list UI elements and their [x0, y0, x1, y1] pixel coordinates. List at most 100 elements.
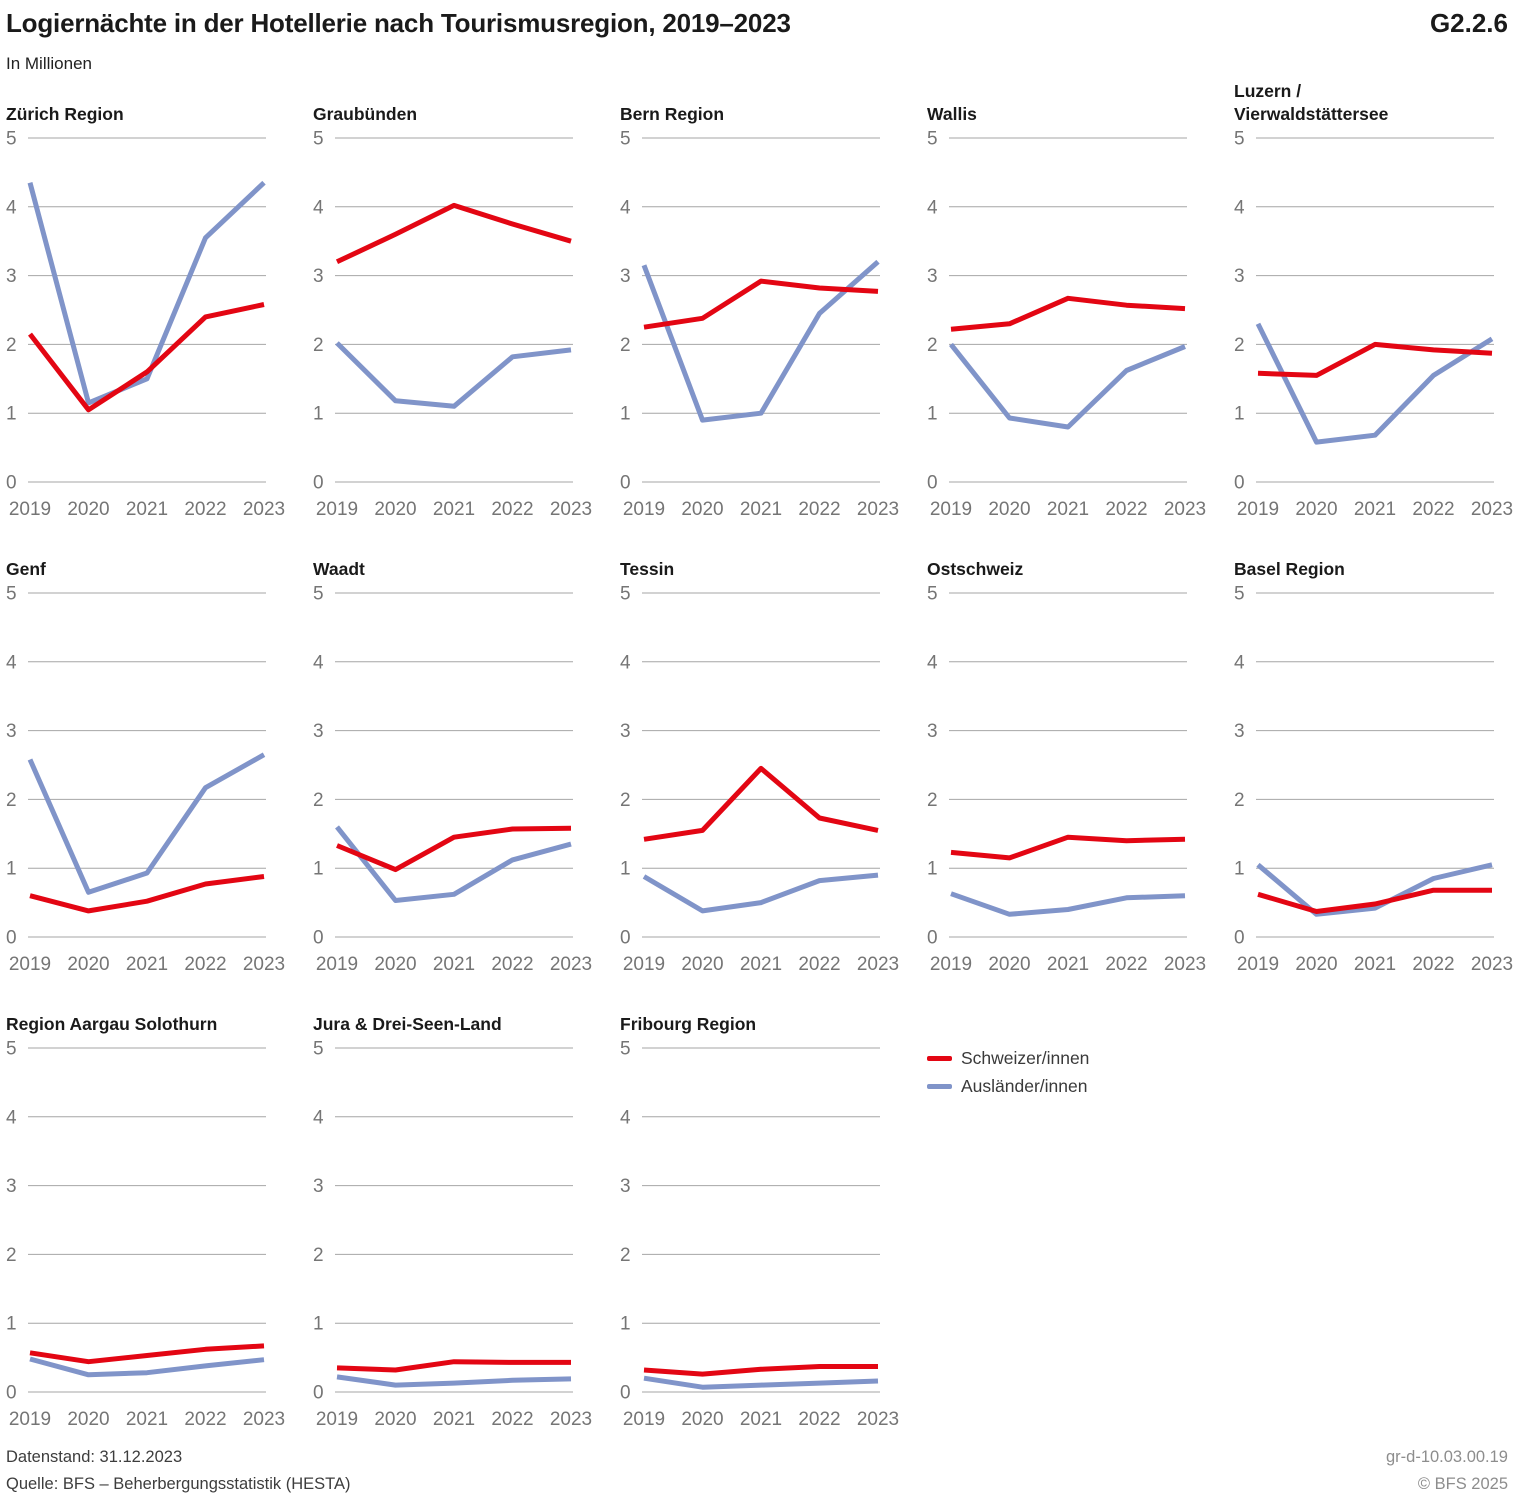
chart-title-box: Wallis [927, 80, 1189, 126]
series-line-schweizer-innen [336, 825, 572, 873]
y-tick-label: 4 [313, 652, 324, 673]
chart-svg-genf: 0 1 2 3 4 5 2019 2020 2021 2022 2023 [6, 584, 285, 976]
x-tick-label: 2023 [1164, 954, 1206, 975]
chart-title-box: Jura & Drei-Seen-Land [313, 990, 575, 1036]
unit-label: In Millionen [6, 54, 92, 73]
y-tick-label: 5 [620, 584, 631, 605]
y-tick-label: 5 [313, 129, 324, 150]
x-tick-label: 2020 [374, 954, 416, 975]
x-tick-label: 2021 [1047, 954, 1089, 975]
legend-label: Schweizer/innen [961, 1048, 1090, 1068]
y-tick-label: 4 [6, 652, 17, 673]
page-header: Logiernächte in der Hotellerie nach Tour… [6, 8, 1508, 38]
chart-title: Bern Region [620, 104, 725, 124]
series-line-ausl-nder-innen [641, 259, 880, 423]
chart-panel-bern-region: Bern Region 0 1 2 3 4 5 2019 2020 2021 2022 2023 [620, 80, 899, 526]
x-tick-label: 2019 [623, 1409, 665, 1430]
chart-svg-waadt: 0 1 2 3 4 5 2019 2020 2021 2022 2023 [313, 584, 592, 976]
chart-svg-graub-nden: 0 1 2 3 4 5 2019 2020 2021 2022 2023 [313, 129, 592, 521]
y-tick-label: 4 [620, 652, 631, 673]
x-tick-label: 2023 [857, 499, 899, 520]
x-tick-label: 2019 [1237, 954, 1279, 975]
chart-title: Jura & Drei-Seen-Land [313, 1014, 502, 1034]
x-tick-label: 2023 [550, 499, 592, 520]
y-tick-label: 0 [620, 928, 631, 949]
footer-left: Datenstand: 31.12.2023 Quelle: BFS – Beh… [6, 1444, 351, 1498]
chart-panel-ostschweiz: Ostschweiz 0 1 2 3 4 5 2019 2020 2021 2022 2023 [927, 535, 1206, 981]
x-tick-label: 2023 [1471, 499, 1513, 520]
chart-svg-basel-region: 0 1 2 3 4 5 2019 2020 2021 2022 2023 [1234, 584, 1513, 976]
legend-swatch-ausl-nder-innen [927, 1084, 952, 1089]
x-tick-label: 2020 [67, 1409, 109, 1430]
series-line-schweizer-innen [643, 765, 879, 842]
legend-swatch-schweizer-innen [927, 1056, 952, 1061]
series-line-ausl-nder-innen [642, 872, 879, 914]
chart-svg-bern-region: 0 1 2 3 4 5 2019 2020 2021 2022 2023 [620, 129, 899, 521]
x-tick-label: 2023 [550, 954, 592, 975]
x-tick-label: 2019 [316, 499, 358, 520]
copyright: © BFS 2025 [1417, 1475, 1508, 1493]
y-tick-label: 1 [313, 404, 324, 425]
y-tick-label: 1 [620, 404, 631, 425]
legend: Schweizer/innen Ausländer/innen [927, 990, 1189, 1436]
legend-item-ausl-nder-innen: Ausländer/innen [927, 1076, 1189, 1097]
x-tick-label: 2019 [1237, 499, 1279, 520]
x-tick-label: 2020 [1295, 499, 1337, 520]
x-tick-label: 2020 [681, 499, 723, 520]
y-tick-label: 3 [313, 721, 324, 742]
x-tick-label: 2022 [798, 1409, 840, 1430]
y-tick-label: 4 [1234, 197, 1245, 218]
y-tick-label: 5 [6, 584, 17, 605]
series-line-schweizer-innen [643, 1364, 878, 1377]
x-tick-label: 2022 [491, 1409, 533, 1430]
series-line-schweizer-innen [335, 202, 572, 265]
chart-svg-ostschweiz: 0 1 2 3 4 5 2019 2020 2021 2022 2023 [927, 584, 1206, 976]
y-tick-label: 1 [313, 1314, 324, 1335]
y-tick-label: 0 [6, 1383, 17, 1404]
y-tick-label: 4 [6, 197, 17, 218]
y-tick-label: 4 [313, 197, 324, 218]
x-tick-label: 2022 [1105, 499, 1147, 520]
y-tick-label: 1 [620, 859, 631, 880]
x-tick-label: 2022 [1412, 499, 1454, 520]
x-tick-label: 2019 [9, 1409, 51, 1430]
x-tick-label: 2020 [374, 499, 416, 520]
page-title: Logiernächte in der Hotellerie nach Tour… [6, 8, 791, 38]
chart-title: Zürich Region [6, 104, 124, 124]
series-line-schweizer-innen [643, 278, 879, 330]
chart-title-box: Waadt [313, 535, 575, 581]
y-tick-label: 5 [1234, 584, 1245, 605]
y-tick-label: 0 [620, 1383, 631, 1404]
y-tick-label: 3 [927, 266, 938, 287]
x-tick-label: 2021 [126, 1409, 168, 1430]
chart-title: Fribourg Region [620, 1014, 757, 1034]
x-tick-label: 2022 [184, 1409, 226, 1430]
chart-panel-fribourg-region: Fribourg Region 0 1 2 3 4 5 2019 2020 2021 2022 202… [620, 990, 899, 1436]
x-tick-label: 2019 [9, 954, 51, 975]
chart-panel-z-rich-region: Zürich Region 0 1 2 3 4 5 2019 2020 2021 2022 2023 [6, 80, 285, 526]
y-tick-label: 5 [927, 584, 938, 605]
chart-svg-z-rich-region: 0 1 2 3 4 5 2019 2020 2021 2022 2023 [6, 129, 285, 521]
figure-number: G2.2.6 [1429, 8, 1508, 38]
y-tick-label: 1 [1234, 404, 1245, 425]
x-tick-label: 2020 [681, 1409, 723, 1430]
x-tick-label: 2022 [1412, 954, 1454, 975]
chart-panel-jura-drei-seen-land: Jura & Drei-Seen-Land 0 1 2 3 4 5 2019 2020 2021 2… [313, 990, 592, 1436]
series-line-schweizer-innen [29, 874, 265, 914]
y-tick-label: 5 [6, 1039, 17, 1060]
series-line-schweizer-innen [29, 1343, 265, 1365]
chart-panel-waadt: Waadt 0 1 2 3 4 5 2019 2020 2021 2022 2023 [313, 535, 592, 981]
y-tick-label: 0 [313, 1383, 324, 1404]
y-tick-label: 2 [313, 335, 324, 356]
y-tick-label: 3 [6, 721, 17, 742]
legend-item-schweizer-innen: Schweizer/innen [927, 1048, 1189, 1069]
chart-svg-jura-drei-seen-land: 0 1 2 3 4 5 2019 2020 2021 2022 2023 [313, 1039, 592, 1431]
series-line-ausl-nder-innen [949, 342, 1186, 430]
y-tick-label: 3 [1234, 266, 1245, 287]
x-tick-label: 2021 [126, 954, 168, 975]
chart-title: Waadt [313, 559, 365, 579]
y-tick-label: 5 [313, 584, 324, 605]
chart-title: Region Aargau Solothurn [6, 1014, 218, 1034]
series-line-schweizer-innen [1257, 887, 1492, 914]
x-tick-label: 2020 [988, 954, 1030, 975]
